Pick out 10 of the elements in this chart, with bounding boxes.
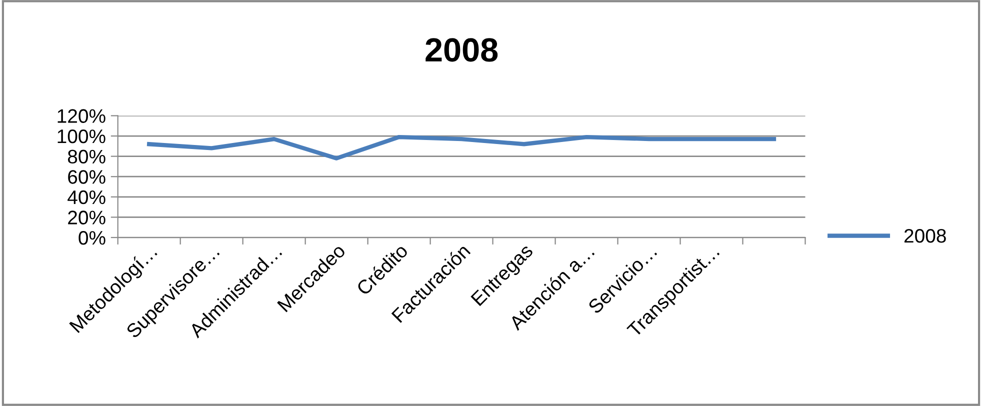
y-tick-label: 20% bbox=[68, 210, 106, 224]
y-tick-label: 100% bbox=[58, 129, 106, 144]
y-tick-label: 60% bbox=[68, 170, 106, 184]
chart-title: 2008 bbox=[426, 38, 498, 62]
y-tick-label: 120% bbox=[58, 109, 106, 123]
legend-label: 2008 bbox=[904, 228, 946, 243]
y-tick-label: 80% bbox=[68, 150, 106, 164]
y-tick-label: 0% bbox=[78, 230, 106, 245]
y-tick-label: 40% bbox=[68, 190, 106, 204]
line-series bbox=[147, 134, 776, 160]
